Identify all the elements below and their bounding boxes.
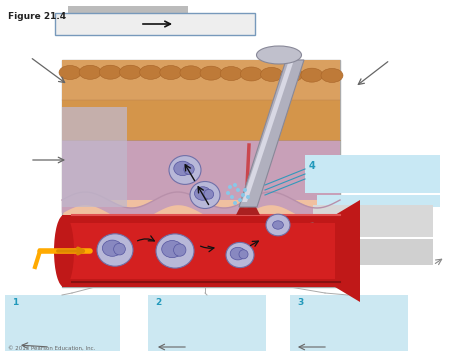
Ellipse shape: [156, 234, 194, 268]
Ellipse shape: [256, 46, 301, 64]
FancyBboxPatch shape: [313, 205, 433, 237]
Ellipse shape: [140, 65, 162, 79]
Ellipse shape: [230, 195, 234, 199]
Ellipse shape: [226, 191, 230, 195]
Ellipse shape: [169, 155, 201, 184]
Ellipse shape: [102, 240, 122, 256]
Ellipse shape: [281, 68, 303, 82]
Polygon shape: [236, 207, 260, 215]
Ellipse shape: [301, 68, 323, 82]
Ellipse shape: [184, 164, 194, 174]
FancyBboxPatch shape: [62, 107, 127, 207]
FancyBboxPatch shape: [5, 345, 120, 351]
Ellipse shape: [266, 214, 290, 236]
FancyBboxPatch shape: [305, 155, 440, 193]
Ellipse shape: [233, 201, 237, 205]
FancyBboxPatch shape: [62, 223, 340, 279]
Ellipse shape: [162, 241, 182, 258]
Ellipse shape: [233, 183, 237, 187]
FancyBboxPatch shape: [317, 195, 440, 207]
FancyBboxPatch shape: [215, 182, 236, 204]
Ellipse shape: [100, 65, 121, 79]
Ellipse shape: [321, 69, 343, 82]
Ellipse shape: [173, 244, 186, 256]
Text: 1: 1: [12, 298, 18, 307]
Ellipse shape: [200, 66, 222, 80]
FancyBboxPatch shape: [259, 180, 281, 201]
Ellipse shape: [238, 198, 242, 202]
FancyBboxPatch shape: [148, 295, 266, 347]
Ellipse shape: [246, 195, 250, 199]
Text: 3: 3: [297, 298, 303, 307]
Ellipse shape: [230, 247, 246, 260]
Ellipse shape: [54, 215, 74, 287]
Polygon shape: [242, 60, 294, 202]
Ellipse shape: [226, 242, 254, 268]
FancyBboxPatch shape: [62, 215, 340, 287]
Ellipse shape: [241, 193, 245, 197]
Ellipse shape: [240, 67, 263, 81]
FancyBboxPatch shape: [243, 176, 261, 198]
FancyBboxPatch shape: [251, 189, 273, 205]
FancyBboxPatch shape: [227, 191, 249, 209]
Ellipse shape: [174, 161, 191, 176]
FancyBboxPatch shape: [62, 60, 340, 140]
Text: © 2013 Pearson Education, Inc.: © 2013 Pearson Education, Inc.: [8, 346, 95, 351]
Text: 4: 4: [309, 161, 316, 171]
Ellipse shape: [119, 65, 141, 79]
Text: Figure 21.4: Figure 21.4: [8, 12, 66, 21]
Polygon shape: [239, 60, 304, 207]
FancyBboxPatch shape: [62, 60, 340, 287]
Ellipse shape: [97, 234, 133, 266]
Ellipse shape: [160, 66, 182, 80]
Text: 2: 2: [155, 298, 161, 307]
FancyBboxPatch shape: [62, 60, 340, 100]
FancyBboxPatch shape: [68, 6, 188, 19]
FancyBboxPatch shape: [290, 345, 408, 351]
Ellipse shape: [220, 66, 242, 81]
Ellipse shape: [114, 243, 125, 255]
Ellipse shape: [243, 188, 247, 192]
Polygon shape: [335, 200, 360, 302]
FancyBboxPatch shape: [5, 295, 120, 347]
FancyBboxPatch shape: [237, 197, 259, 218]
Ellipse shape: [79, 65, 101, 79]
FancyBboxPatch shape: [290, 295, 408, 347]
Ellipse shape: [194, 187, 211, 200]
Ellipse shape: [190, 181, 220, 208]
FancyBboxPatch shape: [62, 130, 340, 200]
FancyBboxPatch shape: [148, 345, 266, 351]
Ellipse shape: [261, 67, 283, 81]
FancyBboxPatch shape: [323, 239, 433, 265]
Ellipse shape: [180, 66, 202, 80]
Ellipse shape: [236, 188, 240, 192]
FancyBboxPatch shape: [55, 13, 255, 35]
Ellipse shape: [204, 189, 214, 199]
Ellipse shape: [273, 221, 283, 229]
Ellipse shape: [59, 65, 81, 80]
Ellipse shape: [228, 185, 232, 189]
Ellipse shape: [239, 250, 248, 259]
